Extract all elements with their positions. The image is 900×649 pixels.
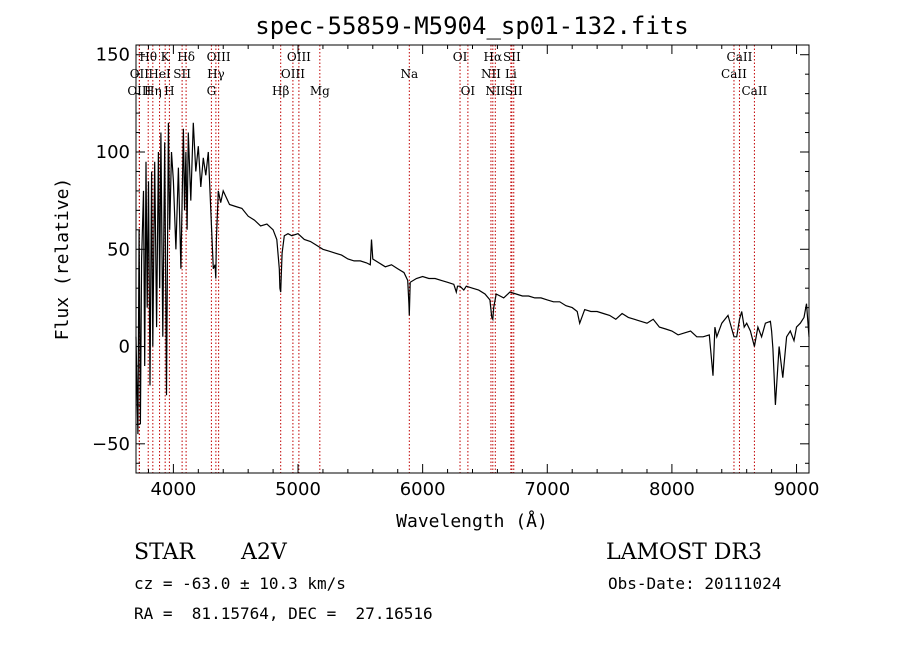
spectral-line-label: K: [161, 50, 171, 64]
spectral-line-label: Hη: [144, 84, 162, 98]
spectral-line-label: OIII: [207, 50, 231, 64]
spectral-line-label: CaII: [741, 84, 767, 98]
spectral-line-label: SII: [505, 84, 523, 98]
spectral-line-label: SII: [173, 67, 191, 81]
x-axis-label: Wavelength (Å): [396, 510, 548, 532]
y-tick-label: 150: [96, 45, 130, 66]
x-tick-label: 5000: [275, 479, 321, 500]
y-tick-label: 50: [107, 239, 130, 260]
x-axis-ticks: 4000 5000 6000 7000 8000 9000: [147, 45, 820, 500]
sky-coordinates: RA = 81.15764, DEC = 27.16516: [134, 604, 433, 623]
spectral-line-label: G: [207, 84, 217, 98]
spectral-line-label: CaII: [727, 50, 753, 64]
survey-name: LAMOST DR3: [606, 540, 762, 565]
info-panel: STAR A2V cz = -63.0 ± 10.3 km/s RA = 81.…: [134, 540, 781, 623]
spectral-line-label: OIII: [281, 67, 305, 81]
y-axis-label: Flux (relative): [52, 178, 73, 341]
spectral-line-label: Hδ: [177, 50, 195, 64]
x-tick-label: 4000: [150, 479, 196, 500]
y-axis-ticks: −50 0 50 100 150: [92, 45, 809, 464]
redshift-cz: cz = -63.0 ± 10.3 km/s: [134, 574, 346, 593]
spectral-line-label: OI: [453, 50, 468, 64]
spectral-line-label: Hβ: [272, 84, 289, 98]
spectral-line-label: HeI: [148, 67, 171, 81]
observation-date: Obs-Date: 20111024: [608, 574, 781, 593]
spectral-line-label: Mg: [310, 84, 330, 98]
object-class: STAR: [134, 540, 196, 565]
spectral-line-label: Hα: [484, 50, 503, 64]
spectral-line-label: CaII: [721, 67, 747, 81]
x-tick-label: 9000: [774, 479, 820, 500]
x-tick-label: 6000: [400, 479, 446, 500]
spectral-line-label: OIII: [127, 84, 151, 98]
x-tick-label: 8000: [649, 479, 695, 500]
spectral-line-label: H: [164, 84, 174, 98]
y-tick-label: 0: [119, 337, 130, 358]
spectral-line-label: SII: [503, 50, 521, 64]
y-tick-label: −50: [92, 434, 130, 455]
object-subclass: A2V: [240, 540, 288, 565]
spectral-line-label: OI: [461, 84, 476, 98]
spectrum-series: [135, 122, 810, 435]
spectral-line-label: Li: [505, 67, 517, 81]
spectral-line-label: Hθ: [139, 50, 157, 64]
y-tick-label: 100: [96, 142, 130, 163]
x-tick-label: 7000: [524, 479, 570, 500]
spectral-line-label: Na: [400, 67, 418, 81]
chart-title: spec-55859-M5904_sp01-132.fits: [255, 12, 688, 40]
plot-frame: [135, 44, 810, 474]
spectral-line-label: NII: [485, 84, 505, 98]
spectral-line-label: Hγ: [207, 67, 225, 81]
spectral-line-label: NII: [481, 67, 501, 81]
spectral-line-label: OIII: [287, 50, 311, 64]
spectral-line-markers: [138, 45, 755, 473]
